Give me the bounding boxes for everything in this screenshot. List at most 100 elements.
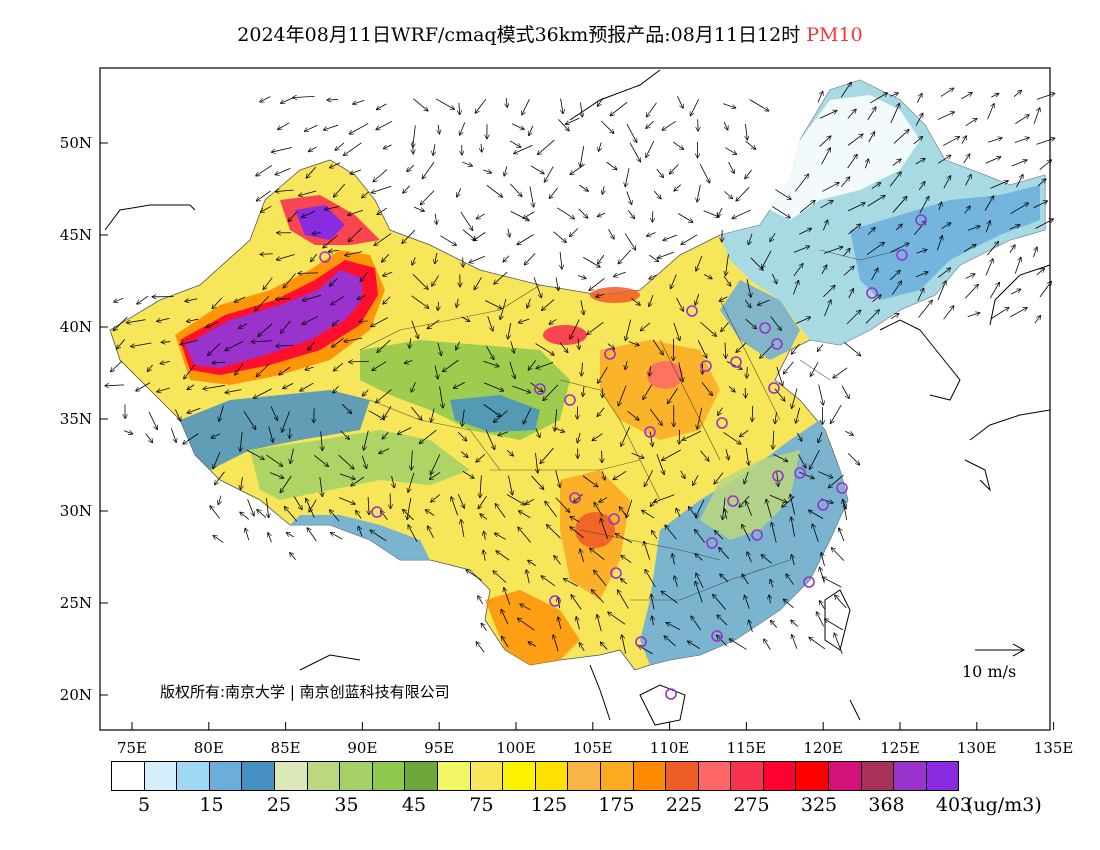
wind-arrow: [656, 168, 664, 177]
wind-arrow: [283, 383, 294, 388]
wind-arrow: [412, 257, 415, 264]
wind-arrow: [278, 122, 290, 130]
wind-arrow: [162, 342, 171, 343]
wind-arrow: [835, 595, 847, 609]
wind-arrow: [175, 409, 180, 421]
wind-arrow: [555, 470, 560, 487]
wind-arrow: [772, 523, 777, 543]
wind-arrow: [528, 642, 536, 647]
wind-arrow: [1016, 175, 1022, 188]
map-area: [109, 79, 1046, 671]
map-frame: [99, 67, 1051, 731]
wind-arrow: [485, 300, 501, 308]
wind-arrow: [773, 430, 774, 449]
wind-arrow: [409, 338, 410, 348]
legend-swatch: [502, 761, 536, 791]
wind-arrow: [649, 295, 654, 306]
legend-swatch: [828, 761, 862, 791]
wind-arrow: [574, 493, 583, 502]
x-tick-label: 95E: [424, 739, 454, 757]
wind-arrow: [243, 411, 256, 429]
wind-arrow: [695, 582, 703, 603]
wind-arrow: [239, 323, 248, 328]
city-marker: [836, 482, 848, 494]
wind-arrow: [730, 639, 747, 650]
wind-arrow: [508, 228, 510, 237]
wind-arrow: [592, 590, 604, 603]
wind-arrow: [235, 296, 246, 302]
wind-arrow: [672, 141, 683, 149]
wind-arrow: [145, 433, 153, 443]
wind-arrow: [818, 344, 823, 352]
wind-arrow: [433, 144, 435, 155]
wind-arrow: [332, 338, 344, 347]
wind-arrow: [895, 224, 902, 231]
wind-arrow: [530, 382, 543, 392]
legend-label: 25: [266, 794, 292, 816]
wind-arrow: [1033, 108, 1040, 124]
wind-arrow: [919, 197, 929, 214]
wind-arrow: [536, 452, 538, 473]
wind-arrow: [457, 494, 464, 508]
wind-arrow: [413, 125, 416, 147]
wind-arrow: [533, 277, 541, 297]
wind-arrow: [131, 342, 152, 346]
wind-arrow: [602, 471, 605, 480]
wind-arrow: [570, 228, 579, 237]
wind-arrow: [622, 635, 627, 654]
wind-arrow: [437, 342, 441, 355]
wind-arrow: [696, 574, 704, 589]
wind-arrow: [621, 426, 631, 446]
x-tick-label: 135E: [1034, 739, 1074, 757]
wind-arrow: [508, 322, 512, 339]
wind-arrow: [344, 142, 362, 155]
wind-arrow: [519, 318, 530, 322]
wind-arrow: [434, 365, 438, 379]
legend-swatch: [143, 761, 178, 791]
wind-arrow: [553, 231, 566, 243]
wind-arrow: [581, 362, 582, 376]
wind-arrow: [266, 497, 268, 517]
wind-arrow: [769, 494, 787, 502]
wind-arrow: [703, 274, 712, 278]
wind-arrow: [1033, 201, 1048, 209]
wind-arrow: [840, 177, 849, 188]
wind-arrow: [965, 285, 978, 299]
wind-arrow: [662, 121, 676, 130]
wind-arrow: [641, 322, 651, 331]
wind-arrow: [601, 519, 609, 539]
wind-arrow: [510, 211, 529, 220]
wind-arrow: [748, 233, 753, 245]
wind-arrow: [736, 187, 750, 201]
wind-arrow: [523, 211, 535, 218]
wind-arrow: [300, 382, 314, 391]
wind-arrow: [305, 124, 318, 131]
wind-arrow: [695, 293, 700, 305]
wind-arrow: [799, 229, 811, 235]
legend-swatch: [665, 761, 699, 791]
legend-label: 325: [800, 794, 838, 816]
wind-arrow: [431, 454, 441, 475]
wind-arrow: [682, 430, 702, 440]
wind-arrow: [213, 536, 224, 543]
wind-arrow: [677, 96, 683, 108]
field-south-blue: [640, 420, 848, 665]
field-ordos-red: [590, 287, 640, 303]
wind-arrow: [817, 612, 824, 627]
wind-arrow: [745, 318, 756, 328]
wind-arrow: [818, 432, 823, 442]
wind-arrow: [696, 499, 705, 517]
wind-arrow: [206, 321, 219, 327]
wind-arrow: [865, 159, 868, 169]
wind-arrow: [916, 250, 926, 254]
wind-arrow: [408, 472, 415, 492]
wind-arrow: [583, 386, 584, 396]
wind-arrow: [331, 295, 345, 305]
wind-arrow: [561, 98, 563, 114]
city-marker: [772, 470, 784, 482]
wind-arrow: [518, 618, 535, 631]
wind-arrow: [720, 574, 729, 583]
wind-arrow: [988, 138, 1002, 143]
wind-arrow: [598, 254, 605, 264]
wind-arrow: [430, 472, 441, 479]
